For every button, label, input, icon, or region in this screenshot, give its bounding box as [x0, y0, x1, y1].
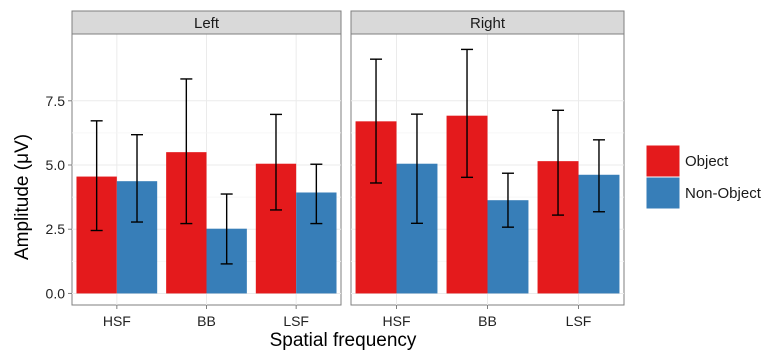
y-tick-label: 7.5	[46, 93, 66, 109]
x-tick-label: LSF	[283, 313, 309, 329]
error-bars	[90, 48, 605, 265]
x-axis: HSF BB LSF HSF BB LSF	[103, 305, 592, 329]
facet-strips: Left Right	[71, 10, 625, 35]
x-axis-title: Spatial frequency	[270, 330, 417, 350]
legend-key-non-object	[645, 176, 681, 210]
y-tick-label: 5.0	[46, 157, 66, 173]
y-axis: 0.0 2.5 5.0 7.5	[46, 93, 72, 301]
x-tick-label: HSF	[383, 313, 411, 329]
legend: Object Non-Object	[645, 144, 762, 210]
facet-strip-label: Right	[470, 15, 506, 32]
x-tick-label: HSF	[103, 313, 131, 329]
facet-strip-label: Left	[194, 15, 220, 32]
facet-strip	[71, 10, 342, 35]
y-tick-label: 2.5	[46, 221, 66, 237]
facet-strip	[350, 10, 625, 35]
legend-label: Object	[685, 153, 729, 170]
y-tick-label: 0.0	[46, 285, 66, 301]
x-tick-label: LSF	[566, 313, 592, 329]
x-tick-label: BB	[197, 313, 216, 329]
legend-label: Non-Object	[685, 185, 762, 202]
legend-key-object	[645, 144, 681, 178]
x-tick-label: BB	[478, 313, 497, 329]
y-axis-title: Amplitude (μV)	[12, 134, 33, 260]
